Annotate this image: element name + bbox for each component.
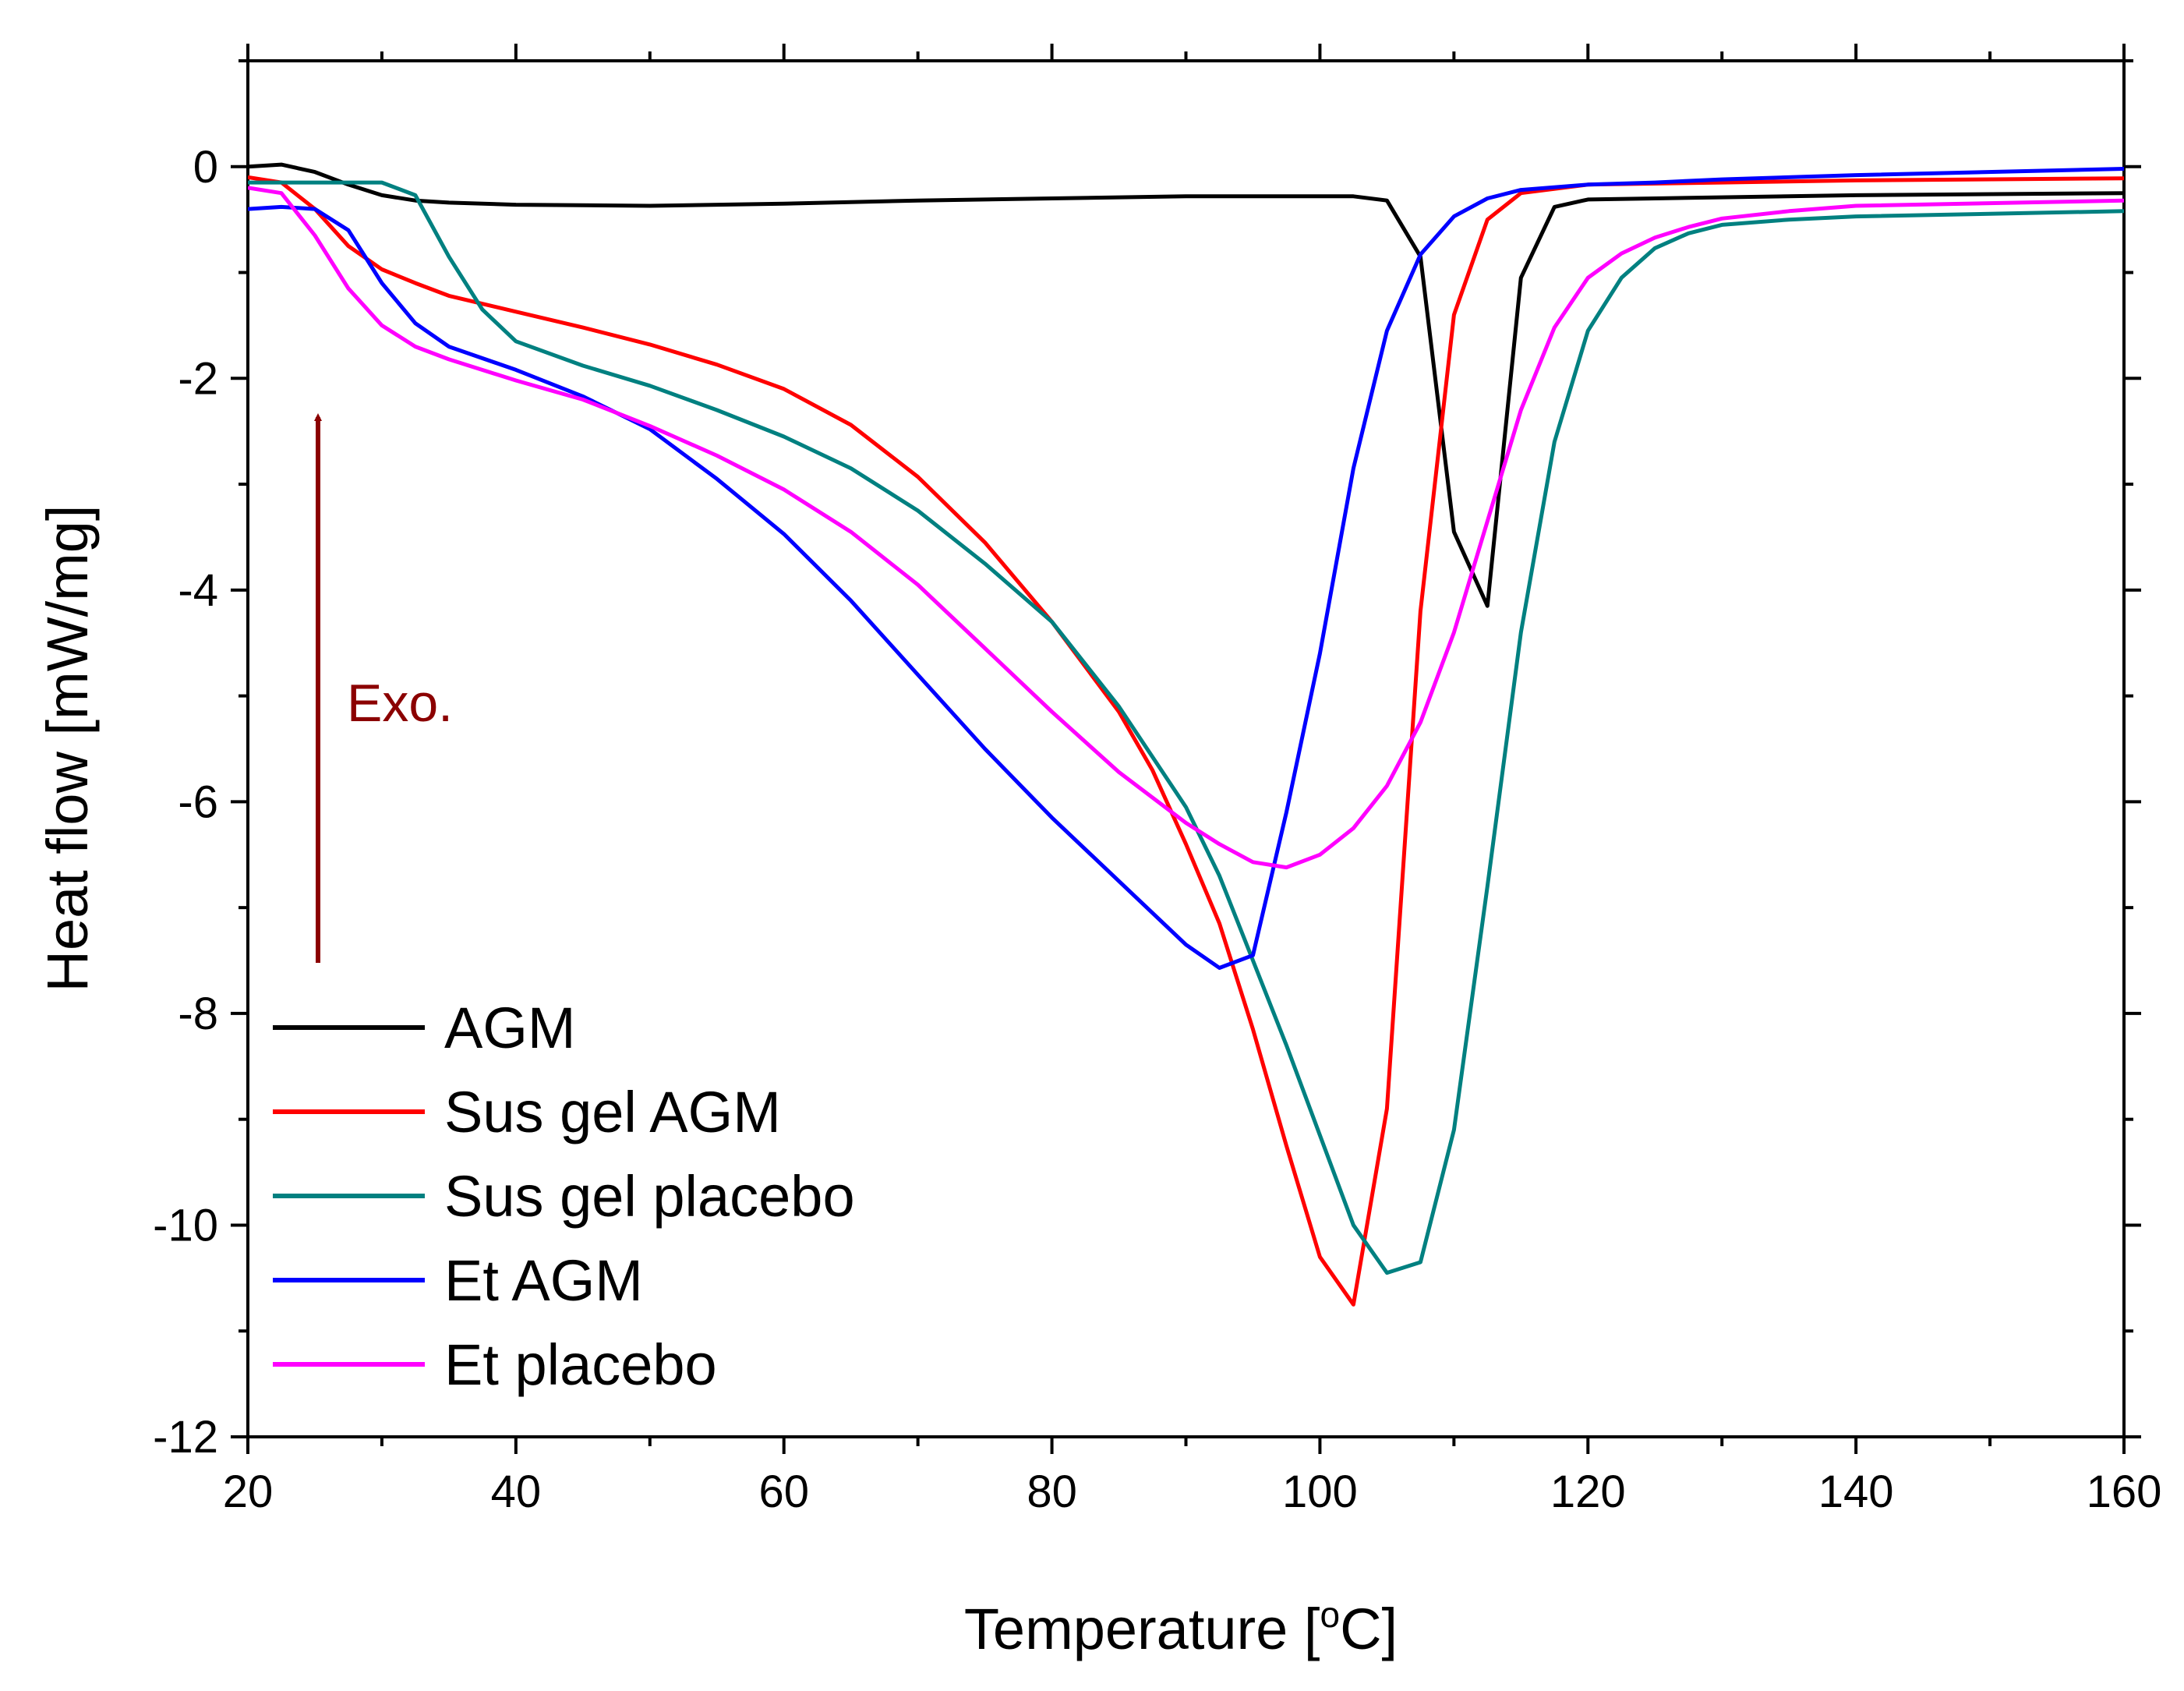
- series-line-sus-gel-agm: [248, 175, 2124, 1307]
- plot-frame: [246, 59, 2126, 1438]
- x-axis-title-main: Temperature [: [964, 1597, 1320, 1661]
- x-axis-title-sup: o: [1320, 1594, 1340, 1635]
- x-axis: 20 40 60 80 100 120 140 160: [223, 44, 2162, 1517]
- x-tick-label: 140: [1818, 1466, 1894, 1517]
- legend-label-et-agm: Et AGM: [444, 1248, 643, 1313]
- legend-label-sus-gel-placebo: Sus gel placebo: [444, 1164, 855, 1229]
- y-axis-title: Heat flow [mW/mg]: [35, 505, 100, 992]
- series-line-agm: [248, 162, 2124, 608]
- legend-label-agm: AGM: [444, 996, 576, 1060]
- y-tick-label: -10: [153, 1200, 218, 1251]
- x-tick-label: 40: [491, 1466, 542, 1517]
- series-line-sus-gel-placebo: [248, 180, 2124, 1275]
- x-tick-label: 100: [1282, 1466, 1358, 1517]
- y-tick-label: -8: [178, 989, 218, 1039]
- x-tick-label: 60: [758, 1466, 809, 1517]
- x-tick-label: 80: [1027, 1466, 1077, 1517]
- exo-label: Exo.: [347, 674, 453, 733]
- y-tick-label: -6: [178, 777, 218, 827]
- series-layer: [248, 162, 2124, 1307]
- y-tick-label: 0: [193, 142, 218, 193]
- exo-annotation: Exo.: [314, 413, 453, 963]
- x-tick-label: 120: [1550, 1466, 1626, 1517]
- x-axis-title: Temperature [oC]: [964, 1594, 1398, 1661]
- series-line-et-agm: [248, 167, 2124, 970]
- y-tick-label: -12: [153, 1412, 218, 1463]
- legend: AGM Sus gel AGM Sus gel placebo Et AGM Et pl…: [273, 996, 855, 1397]
- x-axis-title-end: C]: [1340, 1597, 1398, 1661]
- legend-label-et-placebo: Et placebo: [444, 1332, 717, 1397]
- y-tick-label: -4: [178, 565, 218, 616]
- x-tick-label: 160: [2087, 1466, 2162, 1517]
- series-line-et-placebo: [248, 186, 2124, 870]
- y-tick-label: -2: [178, 353, 218, 404]
- y-axis: 0 -2 -4 -6 -8 -10 -12: [153, 59, 2141, 1463]
- legend-label-sus-gel-agm: Sus gel AGM: [444, 1080, 781, 1144]
- x-tick-label: 20: [223, 1466, 274, 1517]
